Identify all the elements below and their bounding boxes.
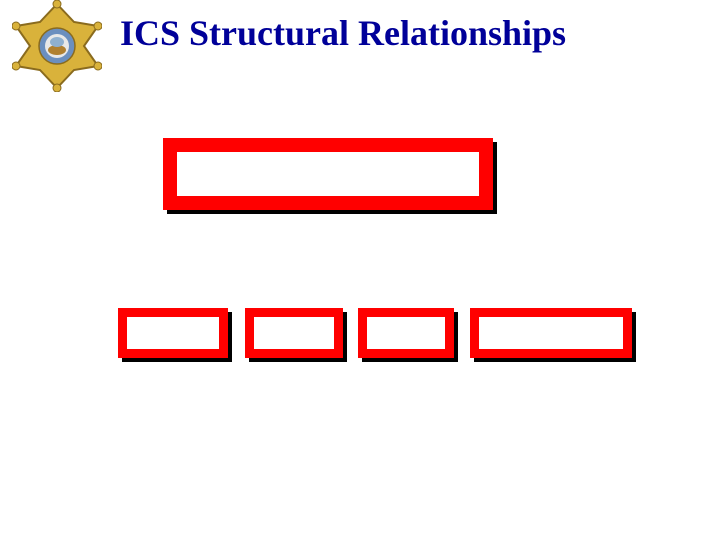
org-box-bottom-4: [470, 308, 636, 362]
org-box-bottom-3: [358, 308, 458, 362]
org-box-bottom-2: [245, 308, 347, 362]
sheriff-badge: [12, 0, 102, 97]
org-box-bottom-1: [118, 308, 232, 362]
org-box-top: [163, 138, 497, 214]
slide-title: ICS Structural Relationships: [120, 12, 566, 54]
